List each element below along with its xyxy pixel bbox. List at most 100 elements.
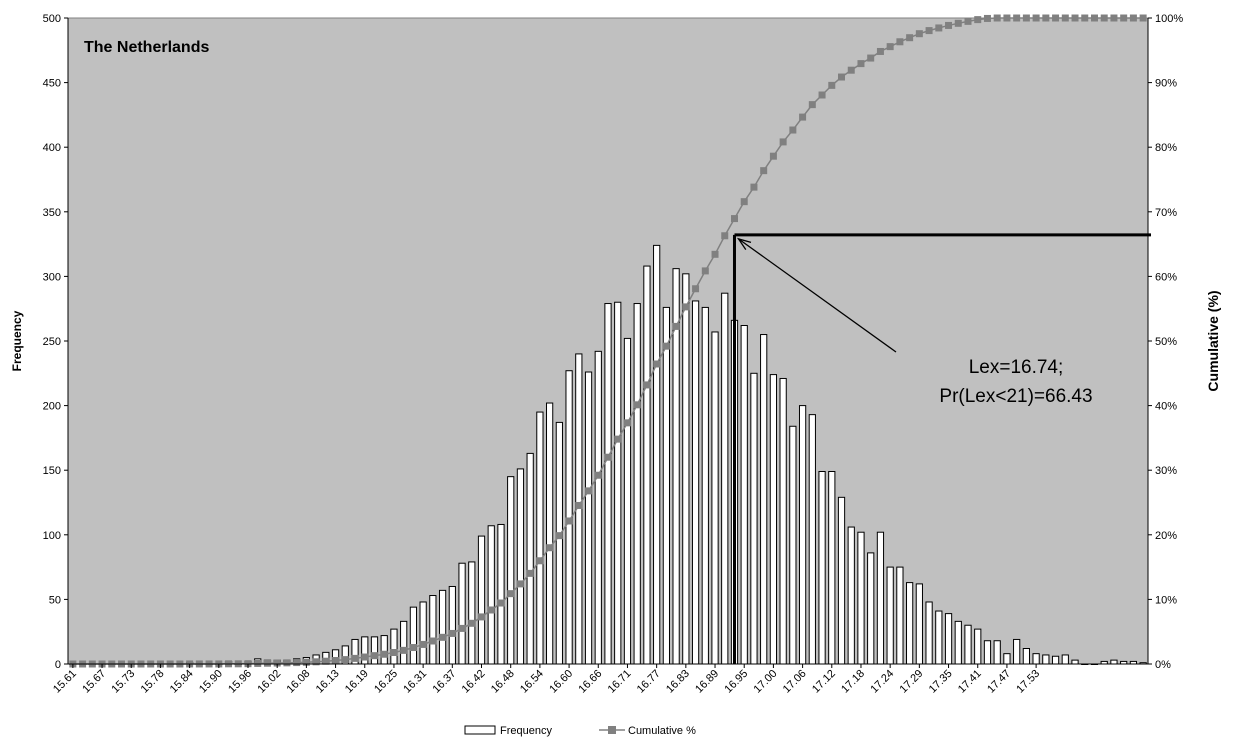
cumulative-marker — [818, 91, 826, 99]
frequency-bar — [1013, 638, 1021, 665]
cumulative-marker — [1081, 14, 1089, 22]
frequency-bar — [516, 468, 525, 665]
y2-tick-label: 40% — [1155, 401, 1177, 413]
cumulative-marker — [322, 657, 330, 665]
frequency-bar — [711, 331, 719, 665]
frequency-bar — [507, 476, 515, 665]
cumulative-marker — [293, 659, 301, 667]
annotation-line-2: Pr(Lex<21)=66.43 — [939, 386, 1092, 407]
cumulative-marker — [1090, 14, 1098, 22]
frequency-bar — [448, 585, 456, 665]
cumulative-marker — [604, 453, 612, 461]
cumulative-marker — [935, 24, 943, 32]
frequency-bar — [779, 377, 787, 665]
cumulative-marker — [633, 401, 641, 409]
frequency-bar — [409, 606, 418, 665]
cumulative-marker — [682, 303, 690, 311]
x-tick-label: 15.90 — [197, 668, 225, 696]
frequency-bar — [993, 640, 1001, 665]
cumulative-marker — [1129, 14, 1137, 22]
cumulative-marker — [448, 629, 456, 637]
y2-tick-label: 0% — [1155, 659, 1171, 671]
x-tick-label: 16.95 — [722, 668, 750, 696]
cumulative-marker — [429, 637, 437, 645]
x-tick-label: 17.18 — [839, 668, 867, 696]
frequency-bar — [701, 306, 709, 665]
x-tick-label: 16.13 — [314, 668, 342, 696]
frequency-bar — [818, 470, 826, 665]
frequency-bar — [400, 620, 408, 665]
frequency-bar — [1022, 648, 1030, 665]
x-tick-label: 16.42 — [460, 668, 488, 696]
cumulative-marker — [730, 215, 738, 223]
cumulative-marker — [915, 30, 923, 38]
cumulative-marker — [516, 580, 524, 588]
cumulative-marker — [1042, 14, 1050, 22]
x-tick-label: 16.66 — [576, 668, 604, 696]
cumulative-marker — [623, 419, 631, 427]
cumulative-marker — [361, 653, 369, 661]
frequency-bar — [857, 531, 865, 665]
frequency-bar — [1042, 654, 1050, 665]
frequency-bar — [682, 273, 690, 665]
cumulative-marker — [478, 613, 486, 621]
cumulative-marker — [964, 17, 972, 25]
frequency-bar — [1051, 655, 1060, 665]
cumulative-marker — [458, 624, 466, 632]
y-tick-label: 350 — [43, 207, 61, 219]
frequency-bar — [633, 303, 641, 665]
cumulative-marker — [546, 544, 554, 552]
frequency-bar — [1003, 653, 1011, 665]
frequency-bar — [526, 452, 534, 665]
frequency-bar — [954, 620, 962, 665]
frequency-bar — [380, 635, 388, 665]
y-tick-label: 100 — [43, 530, 61, 542]
cumulative-marker — [497, 599, 505, 607]
legend: Frequency Cumulative % — [464, 725, 696, 737]
cumulative-marker — [876, 47, 884, 55]
frequency-bar — [584, 371, 593, 665]
cumulative-marker — [662, 342, 670, 350]
x-tick-label: 16.71 — [606, 668, 634, 696]
x-tick-label: 16.60 — [547, 668, 575, 696]
frequency-bar — [1110, 659, 1118, 665]
cumulative-marker — [779, 138, 787, 146]
x-tick-label: 15.84 — [168, 668, 196, 696]
frequency-bar — [769, 374, 778, 665]
cumulative-marker — [283, 659, 291, 667]
cumulative-marker — [799, 113, 807, 121]
cumulative-marker — [1110, 14, 1118, 22]
frequency-bar — [876, 531, 885, 665]
x-tick-label: 16.08 — [285, 668, 313, 696]
cumulative-marker — [983, 14, 991, 22]
frequency-bar — [458, 562, 466, 665]
cumulative-marker — [993, 14, 1001, 22]
y2-tick-label: 10% — [1155, 594, 1177, 606]
cumulative-marker — [585, 487, 593, 495]
x-tick-label: 16.25 — [372, 668, 400, 696]
cumulative-marker — [312, 658, 320, 666]
frequency-bar — [915, 583, 923, 665]
cumulative-marker — [273, 659, 281, 667]
cumulative-marker — [1003, 14, 1011, 22]
cumulative-marker — [838, 73, 846, 81]
y2-tick-label: 30% — [1155, 465, 1177, 477]
x-tick-label: 16.89 — [693, 668, 721, 696]
frequency-bar — [983, 640, 992, 665]
cumulative-marker — [390, 649, 398, 656]
cumulative-marker — [769, 152, 777, 160]
cumulative-marker — [302, 658, 310, 666]
x-tick-label: 17.24 — [868, 668, 896, 696]
frequency-bar — [477, 535, 486, 665]
x-tick-label: 15.61 — [51, 668, 79, 696]
frequency-bar — [468, 561, 476, 665]
frequency-bar — [740, 325, 748, 665]
frequency-bar — [721, 292, 729, 665]
y2-tick-label: 100% — [1155, 13, 1183, 25]
cumulative-marker — [789, 126, 797, 134]
x-tick-label: 16.19 — [343, 668, 371, 696]
frequency-bar — [944, 613, 953, 665]
cumulative-marker — [828, 81, 836, 89]
cumulative-marker — [341, 656, 349, 664]
